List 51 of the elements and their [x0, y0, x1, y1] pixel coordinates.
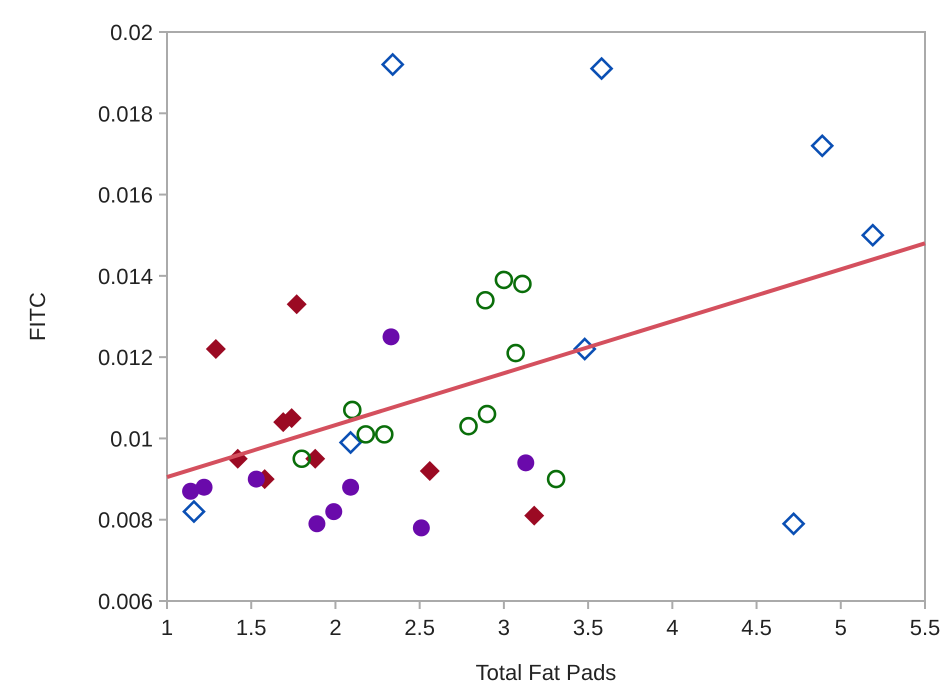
y-tick-label: 0.016	[98, 182, 153, 208]
x-tick-label: 5.5	[910, 615, 940, 640]
y-tick-label: 0.014	[98, 264, 153, 289]
point	[420, 460, 440, 481]
point	[248, 470, 265, 488]
point	[459, 416, 478, 436]
y-tick-label: 0.018	[98, 101, 153, 126]
point	[356, 425, 376, 444]
x-tick-label: 2	[329, 615, 342, 640]
point	[206, 339, 226, 360]
point	[374, 425, 394, 444]
y-tick-label: 0.012	[98, 345, 153, 370]
point	[286, 294, 307, 314]
point	[381, 53, 404, 76]
point	[412, 519, 430, 536]
x-tick-label: 3	[498, 615, 510, 640]
x-tick-label: 4	[666, 615, 678, 640]
y-tick-label: 0.02	[110, 20, 153, 45]
point	[182, 482, 200, 500]
x-tick-label: 1	[160, 615, 174, 640]
y-tick-label: 0.006	[98, 589, 153, 614]
point	[325, 503, 342, 520]
point	[810, 134, 834, 158]
point	[517, 454, 534, 472]
point	[308, 515, 326, 532]
x-tick-label: 5	[834, 615, 847, 640]
point	[513, 274, 532, 294]
point	[196, 478, 213, 496]
y-axis-title: FITC	[25, 292, 50, 341]
x-tick-label: 4.5	[741, 615, 772, 640]
point	[861, 224, 884, 247]
y-tick-label: 0.008	[98, 508, 153, 533]
point	[494, 270, 514, 290]
point	[546, 470, 566, 488]
point	[590, 57, 613, 80]
point	[782, 512, 805, 536]
x-tick-label: 1.5	[236, 615, 267, 640]
point	[382, 328, 400, 346]
point	[478, 404, 496, 424]
point	[506, 344, 525, 362]
point	[342, 400, 362, 420]
x-tick-label: 3.5	[572, 615, 604, 640]
point	[292, 449, 312, 468]
y-tick-label: 0.01	[110, 426, 153, 452]
x-axis-title: Total Fat Pads	[476, 660, 616, 685]
point	[342, 478, 360, 496]
point	[339, 431, 362, 454]
point	[524, 506, 544, 526]
point	[182, 500, 206, 523]
point	[476, 290, 495, 310]
x-tick-label: 2.5	[404, 615, 435, 640]
